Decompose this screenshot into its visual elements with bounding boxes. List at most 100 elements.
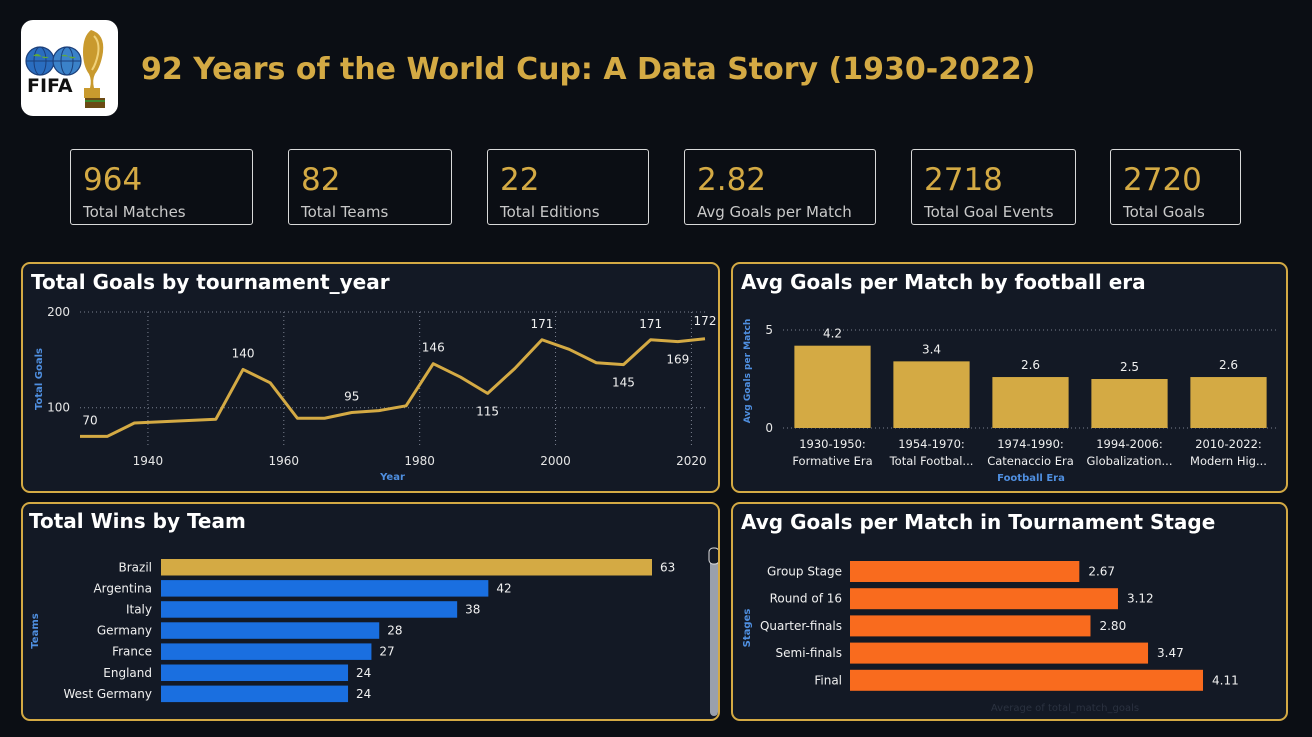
x-tick-label: 1994-2006: — [1096, 437, 1163, 451]
bar — [850, 669, 1203, 691]
kpi-value: 2.82 — [697, 162, 767, 198]
bar — [992, 377, 1069, 428]
x-axis-label: Average of total_match_goals — [991, 703, 1139, 714]
scrollbar-thumb[interactable] — [710, 548, 718, 716]
avg-goals-era-panel: Avg Goals per Match by football era 0 5 4.… — [731, 262, 1288, 493]
data-label: 115 — [476, 404, 499, 418]
data-label: 2.80 — [1099, 619, 1126, 633]
y-tick-label: Italy — [126, 602, 152, 616]
bar — [161, 622, 380, 639]
data-label: 24 — [356, 666, 371, 680]
data-label: 169 — [666, 353, 689, 367]
bar — [161, 601, 458, 618]
y-tick-label: Brazil — [119, 560, 153, 574]
x-tick-label: 2020 — [676, 454, 707, 468]
x-tick-label: 1930-1950: — [799, 437, 866, 451]
y-tick-label: Quarter-finals — [760, 619, 842, 633]
x-tick-label: 1940 — [133, 454, 164, 468]
goals-by-year-panel: Total Goals by tournament_year 100 200 194… — [21, 262, 720, 493]
bar — [850, 642, 1149, 664]
bar — [850, 615, 1091, 637]
data-label: 38 — [465, 602, 480, 616]
y-axis-label: Stages — [742, 609, 753, 648]
y-axis-label: Total Goals — [34, 348, 45, 410]
x-tick-label: Modern Hig... — [1190, 454, 1267, 468]
y-tick-label: West Germany — [64, 687, 152, 701]
data-label: 3.12 — [1127, 592, 1154, 606]
data-label: 24 — [356, 687, 371, 701]
y-tick-label: Argentina — [93, 581, 152, 595]
fifa-logo: FIFA — [21, 20, 118, 116]
data-label: 42 — [496, 581, 511, 595]
y-tick-label: 5 — [765, 323, 773, 337]
chart-title: Total Wins by Team — [29, 509, 246, 533]
y-tick-label: 100 — [47, 401, 70, 415]
x-tick-label: Globalization... — [1087, 454, 1173, 468]
x-tick-label: 2000 — [540, 454, 571, 468]
kpi-total-teams: 82 Total Teams — [288, 149, 452, 225]
data-label: 140 — [232, 346, 255, 360]
data-label: 4.2 — [823, 327, 842, 341]
avg-goals-stage-panel: Avg Goals per Match in Tournament Stage … — [731, 502, 1288, 721]
goals-by-year-chart: 100 200 1940 1960 1980 2000 2020 Year Total Goal… — [34, 305, 716, 483]
kpi-value: 2718 — [924, 162, 1003, 198]
logo-text: FIFA — [27, 75, 73, 97]
x-axis-label: Year — [379, 472, 405, 483]
bar — [1091, 379, 1168, 428]
kpi-value: 22 — [500, 162, 540, 198]
data-label: 28 — [387, 624, 402, 638]
x-axis-label: Football Era — [997, 473, 1065, 484]
x-tick-label: Total Footbal... — [889, 454, 974, 468]
data-label: 2.67 — [1088, 565, 1115, 579]
x-tick-label: Formative Era — [792, 454, 872, 468]
data-label: 145 — [612, 376, 635, 390]
data-label: 3.47 — [1157, 646, 1184, 660]
kpi-label: Avg Goals per Match — [697, 203, 852, 221]
data-label: 146 — [422, 341, 445, 355]
kpi-value: 82 — [301, 162, 341, 198]
kpi-label: Total Goals — [1123, 203, 1205, 221]
page-title: 92 Years of the World Cup: A Data Story … — [141, 52, 1036, 87]
x-tick-label: 2010-2022: — [1195, 437, 1262, 451]
data-label: 63 — [660, 560, 675, 574]
kpi-total-goal-events: 2718 Total Goal Events — [911, 149, 1076, 225]
y-tick-label: England — [103, 666, 152, 680]
x-tick-label: 1954-1970: — [898, 437, 965, 451]
data-label: 171 — [639, 317, 662, 331]
chart-title: Avg Goals per Match in Tournament Stage — [741, 510, 1216, 534]
wins-by-team-chart: Brazil 63 Argentina 42 Italy 38 Germany 28 Franc… — [30, 547, 719, 716]
chart-title: Total Goals by tournament_year — [31, 270, 390, 294]
bar — [161, 580, 489, 597]
x-tick-label: 1974-1990: — [997, 437, 1064, 451]
kpi-value: 964 — [83, 162, 143, 198]
scroll-up-handle[interactable] — [708, 547, 719, 565]
x-tick-label: 1980 — [404, 454, 435, 468]
wins-by-team-panel: Total Wins by Team Brazil 63 Argentina 42 It… — [21, 502, 720, 721]
bar — [161, 643, 372, 660]
y-axis-label: Avg Goals per Match — [743, 319, 753, 424]
kpi-total-goals: 2720 Total Goals — [1110, 149, 1241, 225]
y-axis-label: Teams — [30, 613, 41, 648]
data-label: 171 — [531, 317, 554, 331]
kpi-avg-goals: 2.82 Avg Goals per Match — [684, 149, 876, 225]
data-label: 27 — [379, 645, 394, 659]
kpi-label: Total Teams — [301, 203, 389, 221]
y-tick-label: Round of 16 — [770, 592, 842, 606]
y-tick-label: 0 — [765, 421, 773, 435]
y-tick-label: Final — [814, 673, 842, 687]
bar — [161, 559, 652, 576]
data-label: 70 — [82, 413, 97, 427]
globe-icon — [25, 46, 82, 76]
data-label: 95 — [344, 390, 359, 404]
bar — [794, 345, 871, 428]
kpi-label: Total Editions — [500, 203, 600, 221]
data-label: 2.6 — [1021, 358, 1040, 372]
y-tick-label: Semi-finals — [776, 646, 842, 660]
data-label: 3.4 — [922, 342, 941, 356]
y-tick-label: 200 — [47, 305, 70, 319]
bar — [1190, 377, 1267, 428]
avg-goals-stage-chart: Group Stage 2.67 Round of 16 3.12 Quarter-fi… — [742, 561, 1239, 714]
x-tick-label: Catenaccio Era — [987, 454, 1074, 468]
bar — [850, 588, 1118, 610]
kpi-value: 2720 — [1123, 162, 1202, 198]
